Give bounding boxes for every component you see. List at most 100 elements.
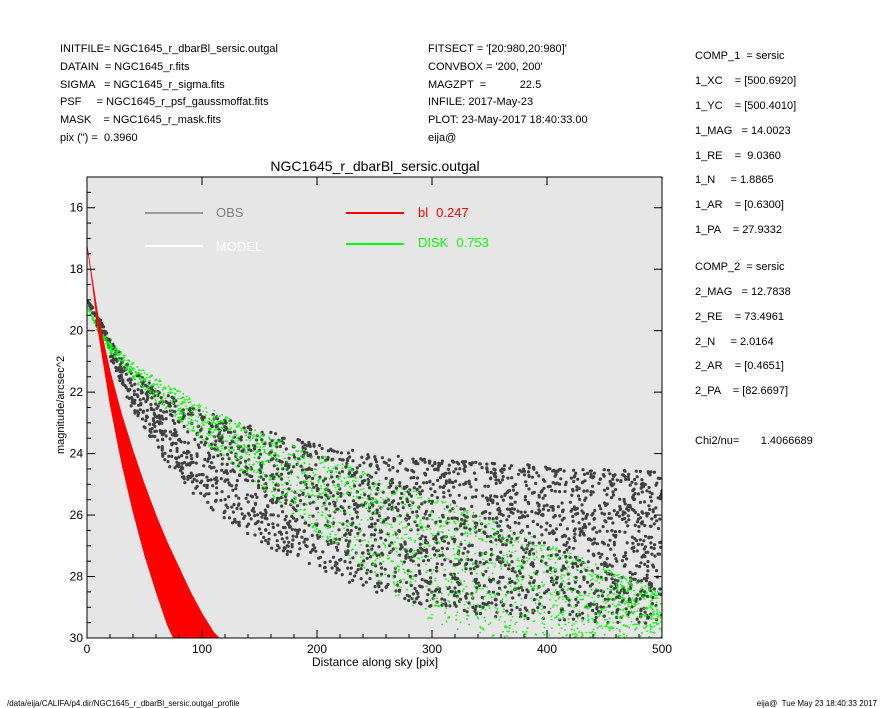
disk-model-point	[158, 379, 161, 381]
disk-model-point	[624, 625, 627, 627]
obs-point	[627, 472, 631, 476]
disk-model-point	[230, 461, 233, 463]
disk-model-point	[639, 582, 642, 584]
obs-point	[527, 531, 532, 535]
x-tick-label: 0	[84, 642, 91, 656]
disk-model-point	[642, 613, 644, 616]
obs-point	[513, 500, 517, 504]
disk-model-point	[228, 418, 231, 420]
obs-point	[588, 604, 592, 608]
obs-point	[567, 581, 571, 586]
obs-point	[522, 555, 526, 559]
disk-model-point	[540, 597, 543, 600]
disk-model-point	[211, 445, 214, 447]
obs-point	[464, 567, 468, 571]
obs-point	[380, 588, 384, 593]
disk-model-point	[205, 407, 208, 409]
disk-model-point	[437, 548, 440, 551]
obs-point	[497, 512, 501, 516]
disk-model-point	[623, 633, 625, 636]
obs-point	[297, 457, 301, 461]
obs-point	[199, 491, 203, 495]
obs-point	[489, 553, 493, 557]
disk-model-point	[567, 566, 570, 568]
disk-model-point	[483, 616, 486, 619]
obs-point	[532, 467, 536, 471]
disk-model-point	[220, 434, 223, 437]
disk-model-point	[460, 540, 463, 543]
disk-model-point	[603, 600, 605, 603]
obs-point	[553, 482, 558, 486]
obs-point	[524, 538, 528, 543]
obs-point	[290, 545, 294, 549]
disk-model-point	[245, 453, 248, 455]
disk-model-point	[521, 544, 523, 547]
disk-model-point	[320, 457, 323, 460]
disk-model-point	[169, 400, 172, 402]
disk-model-point	[654, 597, 657, 600]
disk-model-point	[657, 622, 659, 625]
obs-point	[354, 525, 358, 530]
disk-model-point	[440, 524, 443, 527]
disk-model-point	[317, 479, 320, 481]
obs-point	[480, 595, 484, 600]
obs-point	[645, 576, 649, 580]
disk-model-point	[382, 542, 385, 544]
disk-model-point	[568, 610, 571, 613]
disk-model-point	[437, 605, 440, 608]
obs-point	[197, 473, 201, 477]
disk-model-point	[417, 505, 419, 508]
obs-point	[432, 537, 436, 541]
disk-model-point	[301, 482, 304, 484]
disk-model-point	[304, 508, 306, 511]
obs-point	[365, 571, 369, 575]
obs-point	[373, 455, 377, 459]
obs-point	[222, 511, 226, 515]
obs-point	[150, 396, 154, 400]
obs-point	[430, 499, 434, 503]
obs-point	[127, 396, 131, 400]
disk-model-point	[372, 554, 374, 557]
disk-model-point	[165, 407, 167, 410]
disk-model-point	[263, 490, 266, 492]
disk-model-point	[327, 537, 329, 540]
obs-point	[624, 477, 628, 481]
obs-point	[425, 481, 429, 485]
disk-model-point	[566, 589, 569, 591]
obs-point	[170, 395, 174, 399]
obs-point	[561, 510, 565, 514]
disk-model-point	[452, 591, 455, 594]
disk-model-point	[359, 556, 362, 558]
disk-model-point	[628, 626, 631, 629]
obs-point	[545, 521, 549, 525]
obs-point	[630, 605, 634, 609]
obs-point	[380, 456, 384, 460]
obs-point	[284, 501, 288, 505]
disk-model-point	[186, 408, 189, 410]
disk-model-point	[431, 518, 433, 521]
disk-model-point	[600, 625, 603, 627]
disk-model-point	[370, 497, 373, 500]
disk-model-point	[307, 494, 310, 496]
obs-point	[493, 598, 497, 602]
disk-model-point	[207, 421, 210, 424]
obs-point	[455, 562, 459, 567]
disk-model-point	[650, 617, 652, 619]
disk-model-point	[624, 611, 627, 614]
disk-model-point	[329, 533, 332, 536]
disk-model-point	[579, 598, 582, 601]
obs-point	[650, 535, 654, 539]
obs-point	[495, 521, 499, 525]
obs-point	[462, 507, 466, 511]
disk-model-point	[625, 635, 628, 637]
disk-model-point	[487, 567, 489, 569]
obs-point	[563, 566, 567, 570]
disk-model-point	[452, 507, 455, 510]
disk-model-point	[331, 530, 334, 533]
disk-model-point	[500, 538, 503, 541]
disk-model-point	[489, 622, 492, 624]
obs-point	[605, 529, 609, 533]
disk-model-point	[148, 394, 150, 397]
obs-point	[659, 540, 662, 544]
obs-point	[633, 537, 637, 541]
